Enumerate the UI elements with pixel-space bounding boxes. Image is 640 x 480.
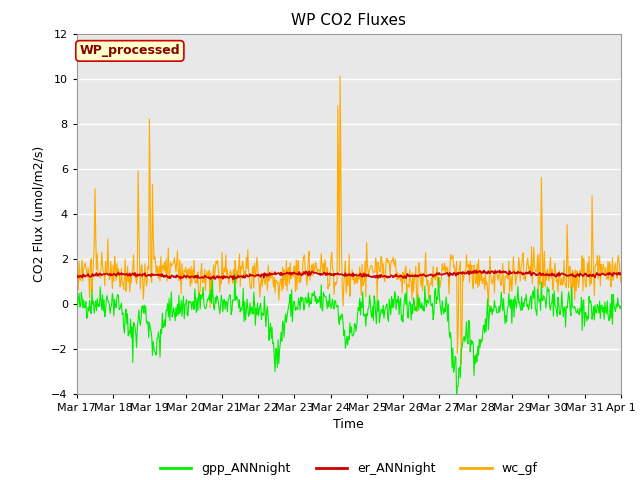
Line: er_ANNnight: er_ANNnight [77,270,621,279]
Title: WP CO2 Fluxes: WP CO2 Fluxes [291,13,406,28]
wc_gf [416,265,424,271]
er_ANNnight [472,267,480,273]
wc_gf [139,276,147,282]
Line: wc_gf: wc_gf [77,76,621,364]
gpp_ANNnight [139,303,147,309]
er_ANNnight [617,272,625,277]
Y-axis label: CO2 Flux (umol/m2/s): CO2 Flux (umol/m2/s) [33,145,45,282]
wc_gf [73,267,81,273]
gpp_ANNnight [231,271,239,277]
gpp_ANNnight [431,286,439,291]
Line: gpp_ANNnight: gpp_ANNnight [77,274,621,396]
gpp_ANNnight [194,308,202,313]
wc_gf [83,270,90,276]
wc_gf [223,275,230,281]
wc_gf [194,269,202,275]
er_ANNnight [230,276,237,282]
er_ANNnight [194,273,202,279]
Text: WP_processed: WP_processed [79,44,180,58]
er_ANNnight [83,273,90,278]
gpp_ANNnight [83,316,90,322]
wc_gf [431,277,439,283]
gpp_ANNnight [452,393,460,399]
wc_gf [336,73,344,79]
er_ANNnight [223,274,230,280]
gpp_ANNnight [73,299,81,305]
Legend: gpp_ANNnight, er_ANNnight, wc_gf: gpp_ANNnight, er_ANNnight, wc_gf [155,457,543,480]
gpp_ANNnight [416,295,424,301]
er_ANNnight [431,273,439,278]
wc_gf [458,361,465,367]
gpp_ANNnight [617,303,625,309]
er_ANNnight [139,271,147,277]
er_ANNnight [416,273,424,278]
gpp_ANNnight [223,300,230,305]
er_ANNnight [73,273,81,278]
X-axis label: Time: Time [333,418,364,431]
wc_gf [617,280,625,286]
